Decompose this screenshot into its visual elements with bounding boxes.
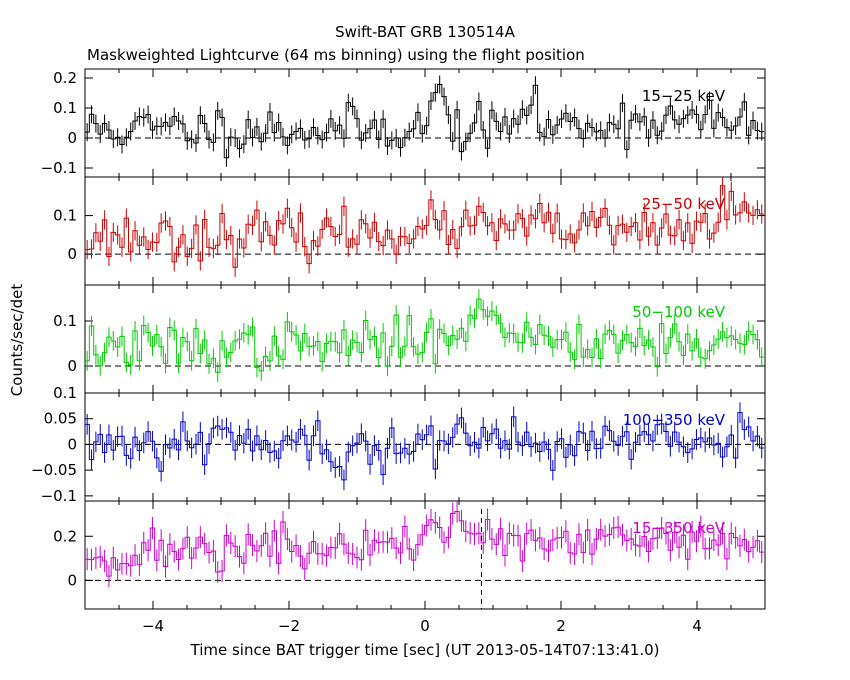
y-tick-label: 0.1	[53, 99, 77, 117]
y-tick-label: 0	[67, 129, 77, 147]
y-tick-label: 0.05	[44, 410, 77, 428]
panel-frame	[84, 176, 766, 286]
panel-100-350-kev: −0.1 −0.05 0 0.05 0.1 100−350 keV	[31, 384, 766, 505]
y-tick-label: 0	[67, 245, 77, 263]
y-tick-label: 0.1	[53, 207, 77, 225]
series-step-line	[85, 185, 764, 268]
y-tick-label: 0.1	[53, 384, 77, 402]
y-tick-label: −0.1	[41, 487, 77, 505]
x-tick-label: −2	[278, 617, 300, 635]
y-tick-label: −0.1	[41, 159, 77, 177]
band-label: 15−25 keV	[642, 87, 726, 105]
panel-frame	[84, 68, 766, 178]
chart-title: Swift-BAT GRB 130514A	[335, 23, 515, 41]
series-step-line	[85, 84, 764, 159]
y-tick-label: 0	[67, 357, 77, 375]
panel-frame	[84, 500, 766, 610]
series-step-line	[85, 510, 764, 577]
panel-50-100-kev: 0 0.1 50−100 keV	[53, 284, 766, 394]
panels-group: −0.1 0 0.1 0.2 15−25 keV 0 0.1 25−50 keV 0 0.1 50−…	[31, 68, 766, 635]
y-tick-label: 0.1	[53, 312, 77, 330]
error-bars	[86, 501, 763, 588]
panel-15-25-kev: −0.1 0 0.1 0.2 15−25 keV	[41, 68, 766, 178]
y-tick-label: 0	[67, 435, 77, 453]
x-tick-label: 2	[556, 617, 566, 635]
chart-subtitle: Maskweighted Lightcurve (64 ms binning) …	[87, 46, 585, 64]
series-step-line	[85, 298, 764, 373]
band-label: 100−350 keV	[623, 411, 726, 429]
y-tick-label: 0	[67, 571, 77, 589]
x-axis-label: Time since BAT trigger time [sec] (UT 20…	[190, 641, 660, 659]
band-label: 15−350 keV	[632, 519, 725, 537]
panel-15-350-kev: 0 0.2 15−350 keV	[53, 500, 766, 610]
x-tick-label: 0	[420, 617, 430, 635]
y-tick-label: 0.2	[53, 69, 77, 87]
band-label: 25−50 keV	[642, 195, 726, 213]
band-label: 50−100 keV	[632, 303, 725, 321]
y-tick-label: 0.2	[53, 527, 77, 545]
x-tick-label: 4	[692, 617, 702, 635]
panel-25-50-kev: 0 0.1 25−50 keV	[53, 176, 766, 286]
series-step-line	[85, 412, 764, 481]
y-axis-label: Counts/sec/det	[8, 284, 26, 397]
x-tick-label: −4	[142, 617, 164, 635]
y-tick-label: −0.05	[31, 461, 77, 479]
